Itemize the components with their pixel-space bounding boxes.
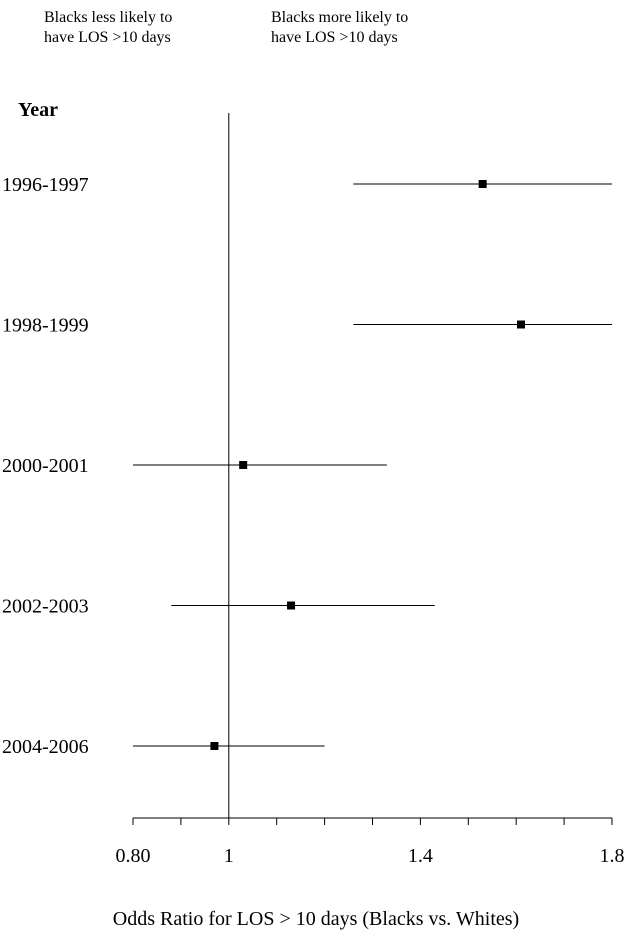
row-label: 1996-1997 [2,174,89,196]
row-label: 2002-2003 [2,596,89,618]
point-estimate [478,180,487,188]
x-tick-label: 1.4 [408,845,433,867]
data-row: 1998-1999 [2,315,612,337]
data-row: 2002-2003 [2,596,435,618]
annotation-more-likely: Blacks more likely to have LOS >10 days [271,9,409,46]
x-axis: 0.80 1 1.4 1.8 [116,113,624,867]
y-axis-title: Year [18,99,58,121]
point-estimate [287,601,296,610]
annotation-less-likely: Blacks less likely to have LOS >10 days [44,9,173,46]
x-axis-title: Odds Ratio for LOS > 10 days (Blacks vs.… [113,908,519,930]
x-tick-label: 0.80 [116,845,151,867]
data-row: 2004-2006 [2,736,325,758]
row-label: 1998-1999 [2,315,89,337]
point-estimate [516,320,525,329]
row-label: 2004-2006 [2,736,89,758]
data-row: 2000-2001 [2,455,387,477]
data-rows: 1996-1997 1998-1999 2000-2001 2002-2003 2004… [2,174,612,758]
x-tick-label: 1 [224,845,234,867]
point-estimate [239,461,248,469]
data-row: 1996-1997 [2,174,612,196]
row-label: 2000-2001 [2,455,89,477]
point-estimate [210,742,219,750]
x-tick-label: 1.8 [600,845,624,867]
